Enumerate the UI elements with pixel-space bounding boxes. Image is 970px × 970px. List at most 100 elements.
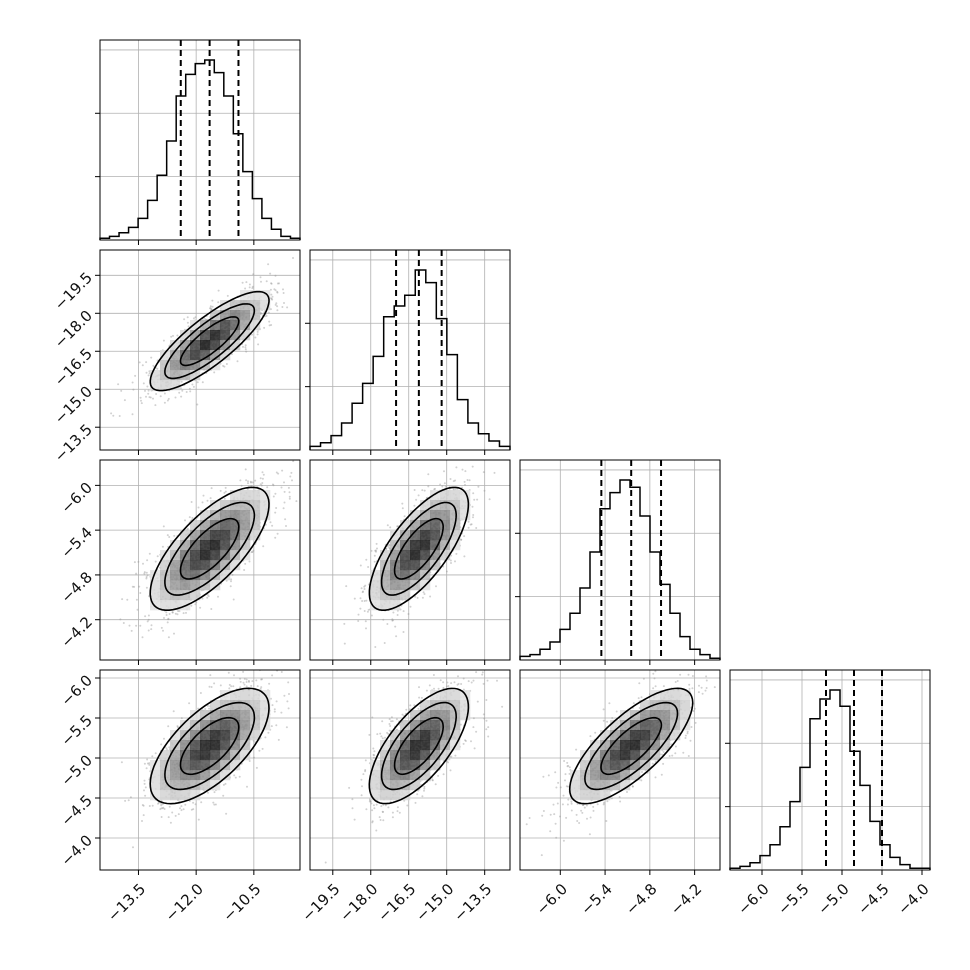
sample-point (239, 479, 242, 482)
density-cell (240, 520, 251, 531)
sample-point (285, 525, 287, 527)
sample-point (443, 482, 446, 485)
sample-point (160, 743, 163, 746)
density-cell (210, 350, 221, 361)
sample-point (148, 370, 151, 373)
sample-point (361, 600, 364, 602)
sample-point (209, 497, 212, 500)
sample-point (363, 585, 366, 588)
scatter-panel-2-1 (309, 459, 511, 665)
contour-2-0-1 (164, 501, 256, 596)
sample-point (223, 491, 226, 494)
panel-frame-1-1 (309, 249, 511, 451)
sample-point (383, 642, 386, 644)
sample-point (176, 334, 179, 337)
panel-frame-1-0 (99, 249, 301, 451)
density-cell (460, 490, 471, 501)
sample-point (394, 625, 397, 628)
density-cell (260, 300, 271, 311)
sample-point (201, 597, 204, 600)
sample-point (146, 385, 149, 388)
sample-point (135, 572, 138, 575)
sample-point (187, 325, 190, 328)
density-cell (200, 320, 211, 331)
density-cell (240, 550, 251, 561)
sample-point (365, 558, 368, 561)
sample-point (150, 628, 153, 631)
sample-point (151, 755, 154, 758)
sample-point (416, 596, 419, 599)
sample-point (245, 281, 248, 284)
sample-point (195, 601, 198, 604)
sample-point (391, 618, 394, 621)
density-cell (240, 540, 251, 551)
density-cell (190, 330, 201, 341)
density-cell (190, 530, 201, 541)
sample-point (151, 804, 154, 807)
sample-point (174, 396, 177, 399)
sample-point (353, 597, 356, 600)
density-cell (190, 320, 201, 331)
sample-point (395, 635, 398, 638)
sample-point (167, 725, 170, 728)
sample-point (382, 618, 385, 621)
sample-point (452, 487, 455, 490)
sample-point (276, 290, 279, 293)
density-cell (180, 560, 191, 571)
sample-point (245, 479, 248, 482)
sample-point (268, 324, 271, 327)
sample-point (240, 484, 243, 487)
ytick-label-2-3: −6.0 (58, 479, 96, 517)
sample-point (119, 618, 122, 621)
sample-point (472, 492, 475, 495)
sample-point (260, 312, 262, 315)
sample-point (152, 364, 155, 367)
sample-point (145, 361, 148, 364)
sample-point (397, 525, 399, 528)
density-cell (410, 510, 421, 521)
density-cell (210, 530, 221, 541)
sample-point (224, 490, 227, 493)
sample-point (284, 518, 287, 521)
sample-point (270, 324, 273, 326)
sample-point (472, 516, 474, 519)
sample-point (460, 538, 463, 541)
sample-point (376, 547, 378, 550)
sample-point (244, 348, 247, 351)
density-cell (160, 590, 171, 601)
sample-point (161, 803, 164, 806)
density-cell (190, 570, 201, 581)
sample-point (289, 475, 292, 478)
density-cell (370, 600, 381, 611)
sample-point (225, 363, 228, 365)
sample-point (120, 389, 123, 392)
density-cell (420, 530, 431, 541)
sample-point (423, 489, 426, 492)
sample-point (366, 610, 369, 613)
sample-point (452, 480, 455, 483)
density-cell (390, 530, 401, 541)
sample-point (163, 617, 165, 619)
sample-point (261, 477, 264, 480)
sample-point (166, 621, 169, 624)
density-cell (440, 530, 451, 541)
density-cell (170, 360, 181, 371)
sample-point (226, 294, 229, 297)
sample-point (211, 305, 214, 308)
sample-point (413, 489, 416, 491)
sample-point (167, 618, 170, 621)
sample-point (145, 586, 148, 589)
panel-frame-2-2 (519, 459, 721, 661)
sample-point (281, 306, 284, 308)
sample-point (146, 620, 149, 623)
density-cell (240, 290, 251, 301)
density-cell (240, 530, 251, 541)
sample-point (276, 309, 279, 312)
density-cell (200, 510, 211, 521)
sample-point (224, 486, 227, 489)
sample-point (269, 288, 272, 291)
sample-point (493, 471, 496, 474)
density-cell (430, 550, 441, 561)
density-cell (180, 330, 191, 341)
sample-point (292, 257, 294, 259)
